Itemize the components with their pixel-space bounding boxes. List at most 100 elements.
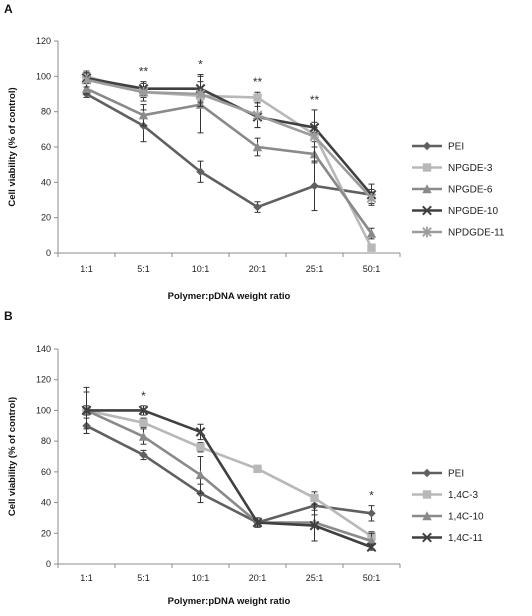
significance-label: *	[369, 489, 374, 503]
data-point	[310, 181, 319, 191]
data-point	[195, 470, 206, 480]
legend-label: 1,4C-3	[448, 490, 478, 501]
data-point	[253, 93, 262, 102]
data-point	[253, 202, 262, 212]
data-point	[309, 131, 320, 142]
series-line	[85, 424, 372, 524]
panel-letter: B	[4, 309, 13, 323]
data-point	[81, 405, 92, 416]
x-axis-title: Polymer:pDNA weight ratio	[168, 596, 291, 607]
data-point	[367, 509, 376, 518]
legend-marker	[422, 468, 432, 478]
data-point	[196, 167, 205, 176]
y-tick-label: 20	[41, 528, 51, 538]
data-point	[252, 142, 263, 152]
data-point	[253, 464, 262, 473]
x-tick-label: 20:1	[249, 573, 267, 583]
data-point	[138, 431, 149, 441]
legend-entry: NPGDE-10	[412, 205, 498, 217]
series-npdgde-11	[81, 72, 377, 205]
significance-label: *	[198, 58, 203, 72]
y-tick-label: 40	[41, 177, 51, 187]
x-tick-label: 5:1	[137, 264, 150, 274]
data-point	[81, 84, 92, 93]
y-axis-title: Cell viability (% of control)	[7, 87, 18, 206]
data-point	[195, 88, 206, 100]
legend-marker	[422, 490, 432, 499]
series-1-4c-11	[81, 386, 377, 553]
legend-label: NPGDE-10	[448, 206, 498, 217]
y-tick-label: 40	[41, 498, 51, 508]
legend-label: 1,4C-10	[448, 512, 484, 523]
series-line	[86, 409, 372, 549]
legend-entry: 1,4C-10	[412, 511, 484, 523]
data-point	[139, 450, 148, 460]
x-axis-title: Polymer:pDNA weight ratio	[168, 291, 291, 302]
data-point	[81, 74, 92, 86]
legend-marker	[422, 511, 432, 521]
data-point	[252, 517, 263, 528]
series-line	[85, 87, 373, 235]
legend-entry: 1,4C-3	[412, 490, 478, 501]
data-point	[366, 193, 377, 204]
x-tick-label: 10:1	[192, 264, 210, 274]
data-point	[138, 87, 149, 98]
legend-marker	[422, 163, 432, 172]
y-tick-label: 20	[41, 213, 51, 223]
data-point	[252, 110, 263, 121]
legend-marker	[422, 141, 432, 151]
data-point	[366, 228, 377, 238]
series-1-4c-10	[81, 391, 377, 550]
legend-label: NPGDE-3	[448, 163, 493, 174]
legend-marker	[422, 184, 432, 194]
data-point	[366, 536, 377, 546]
y-tick-label: 0	[46, 248, 51, 258]
legend-entry: NPGDE-3	[412, 163, 493, 174]
legend-label: 1,4C-11	[448, 533, 483, 544]
series-line	[86, 78, 373, 200]
series-npgde-3	[82, 70, 376, 252]
data-point	[367, 243, 376, 252]
legend-marker	[422, 532, 432, 543]
data-point	[138, 405, 149, 416]
series-line	[86, 409, 373, 538]
y-tick-label: 120	[36, 36, 51, 46]
series-1-4c-3	[82, 405, 376, 542]
series-line	[86, 76, 373, 196]
y-tick-label: 60	[41, 142, 51, 152]
significance-label: **	[139, 65, 149, 79]
significance-label: *	[141, 389, 146, 403]
chart-panel-a: A 0 20 40 60 80 100 120 1:1 5:1 10:1 20:1 25:1 50:1 Ce…	[4, 2, 505, 302]
x-tick-label: 1:1	[80, 573, 93, 583]
significance-label: **	[253, 75, 263, 89]
legend-entry: 1,4C-11	[412, 532, 483, 544]
legend-entry: NPGDE-6	[412, 184, 493, 196]
data-point	[309, 520, 320, 531]
x-tick-label: 10:1	[192, 573, 210, 583]
series-npgde-6	[81, 75, 377, 240]
data-point	[310, 493, 319, 503]
series-line	[85, 409, 372, 543]
data-point	[366, 542, 377, 553]
legend-entry: PEI	[412, 469, 464, 480]
y-tick-label: 100	[36, 71, 51, 81]
x-tick-label: 50:1	[363, 264, 381, 274]
legend-entry: NPDGDE-11	[412, 226, 505, 239]
significance-label: **	[310, 93, 320, 107]
series-line	[85, 92, 372, 209]
chart-panel-b: B 0 20 40 60 80 100 120 140 1:1 5:1 10:1 20:1 25:1 50:…	[4, 309, 484, 607]
series-npgde-10	[81, 72, 377, 201]
y-tick-label: 120	[36, 375, 51, 385]
legend-entry: PEI	[412, 142, 464, 153]
legend-marker	[422, 226, 432, 238]
y-tick-label: 0	[46, 559, 51, 569]
y-tick-label: 80	[41, 107, 51, 117]
x-tick-label: 25:1	[306, 264, 324, 274]
x-tick-label: 25:1	[306, 573, 324, 583]
y-axis-title: Cell viability (% of control)	[7, 397, 18, 516]
data-point	[139, 418, 148, 427]
x-tick-label: 20:1	[249, 264, 267, 274]
data-point	[196, 443, 205, 452]
